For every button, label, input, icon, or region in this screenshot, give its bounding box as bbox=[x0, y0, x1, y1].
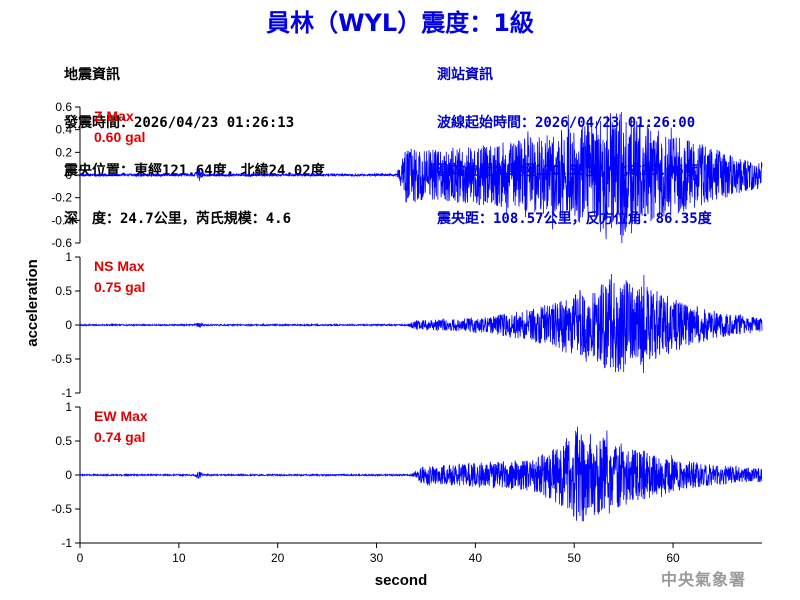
y-tick-label-z: -0.4 bbox=[51, 213, 72, 227]
y-tick-label-z: -0.6 bbox=[51, 236, 72, 250]
panel-label-z: Z Max bbox=[94, 108, 134, 124]
y-tick-label-z: 0.4 bbox=[55, 123, 72, 137]
x-tick-label: 60 bbox=[666, 551, 680, 565]
y-tick-label-ns: 1 bbox=[65, 250, 72, 264]
x-tick-label: 20 bbox=[271, 551, 285, 565]
y-tick-label-z: -0.2 bbox=[51, 191, 72, 205]
y-tick-label-z: 0 bbox=[65, 168, 72, 182]
y-tick-label-z: 0.6 bbox=[55, 100, 72, 114]
quake-info-block: 地震資訊 發震時間：2026/04/23 01:26:13 震央位置：東經121… bbox=[64, 35, 325, 243]
panel-max-value-z: 0.60 gal bbox=[94, 129, 145, 145]
y-tick-label-ns: -0.5 bbox=[51, 352, 72, 366]
trace-z bbox=[79, 111, 763, 244]
quake-origin-time: 發震時間：2026/04/23 01:26:13 bbox=[64, 115, 295, 131]
x-tick-label: 10 bbox=[172, 551, 186, 565]
x-axis-title: second bbox=[375, 572, 428, 589]
panel-label-ew: EW Max bbox=[94, 408, 148, 424]
y-axis-title: acceleration bbox=[24, 259, 41, 347]
station-info-heading: 測站資訊 bbox=[437, 67, 493, 83]
station-distance: 震央距：108.57公里，反方位角：86.35度 bbox=[437, 211, 712, 227]
y-tick-label-ns: -1 bbox=[61, 386, 72, 400]
quake-depth-magnitude: 深 度：24.7公里，芮氏規模：4.6 bbox=[64, 211, 292, 227]
y-tick-label-z: 0.2 bbox=[55, 145, 72, 159]
y-tick-label-ew: 1 bbox=[65, 400, 72, 414]
trace-ew bbox=[79, 426, 763, 522]
panel-label-ns: NS Max bbox=[94, 258, 145, 274]
panel-max-value-ns: 0.75 gal bbox=[94, 279, 145, 295]
y-tick-label-ns: 0 bbox=[65, 318, 72, 332]
agency-watermark: 中央氣象署 bbox=[660, 570, 746, 589]
y-tick-label-ew: -0.5 bbox=[51, 502, 72, 516]
y-tick-label-ew: 0 bbox=[65, 468, 72, 482]
y-tick-label-ew: -1 bbox=[61, 536, 72, 550]
chart-title: 員林（WYL）震度：1級 bbox=[266, 9, 534, 37]
y-tick-label-ns: 0.5 bbox=[55, 284, 72, 298]
station-wave-start: 波線起始時間：2026/04/23 01:26:00 bbox=[437, 115, 696, 131]
x-tick-label: 30 bbox=[370, 551, 384, 565]
trace-ns bbox=[79, 273, 763, 374]
y-tick-label-ew: 0.5 bbox=[55, 434, 72, 448]
quake-info-heading: 地震資訊 bbox=[64, 67, 120, 83]
x-tick-label: 0 bbox=[77, 551, 84, 565]
panel-max-value-ew: 0.74 gal bbox=[94, 429, 145, 445]
x-tick-label: 50 bbox=[568, 551, 582, 565]
x-tick-label: 40 bbox=[469, 551, 483, 565]
